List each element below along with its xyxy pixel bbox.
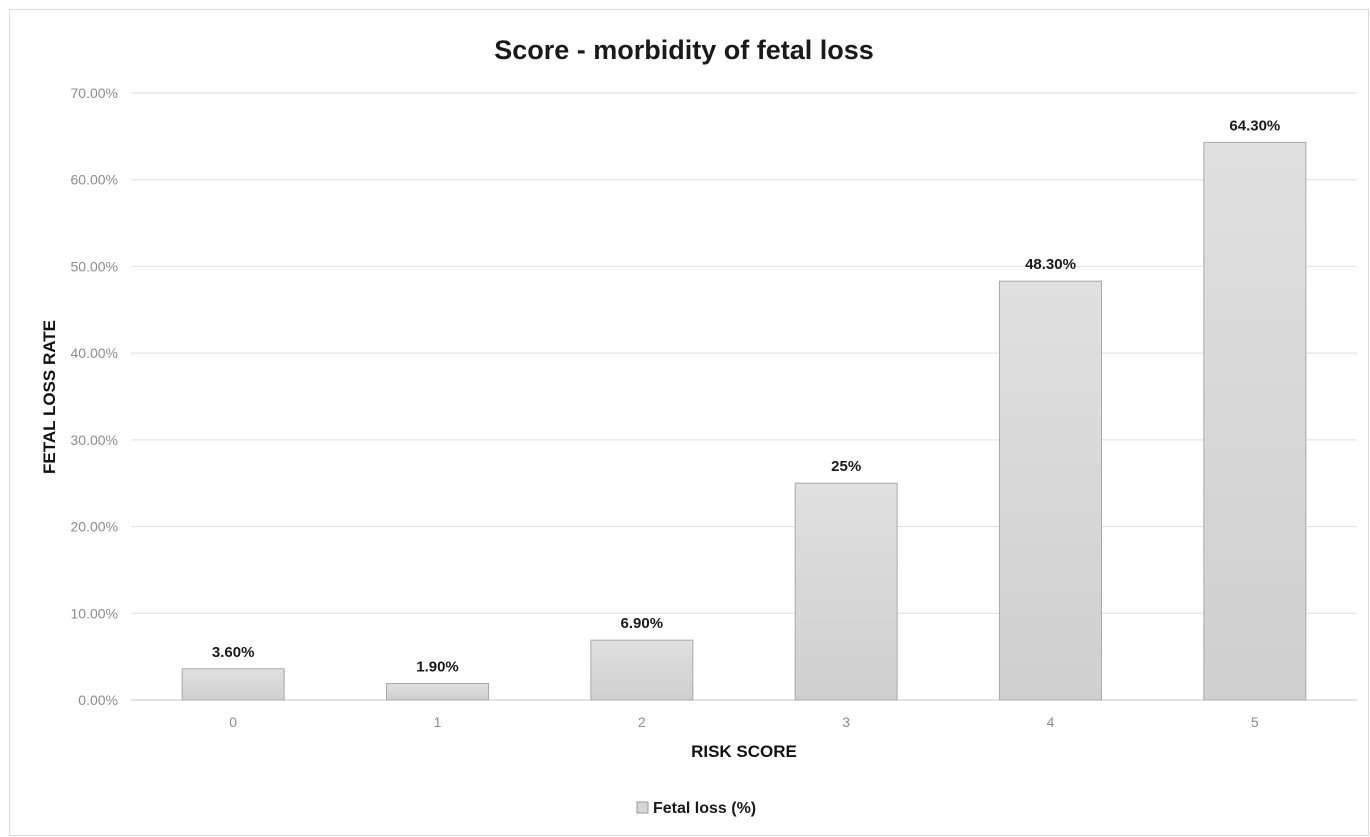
data-label-0: 3.60% bbox=[212, 644, 255, 661]
data-label-4: 48.30% bbox=[1025, 256, 1076, 273]
bar-3 bbox=[794, 482, 898, 701]
y-tick-label: 40.00% bbox=[71, 345, 118, 361]
legend: Fetal loss (%) bbox=[636, 800, 756, 817]
chart-title: Score - morbidity of fetal loss bbox=[494, 35, 874, 65]
y-tick-label: 0.00% bbox=[78, 692, 118, 708]
legend-label: Fetal loss (%) bbox=[653, 800, 756, 817]
y-axis-ticks: 0.00% 10.00% 20.00% 30.00% 40.00% 50.00% 60.00… bbox=[71, 85, 118, 708]
data-labels: 3.60% 1.90% 6.90% 25% 48.30% 64.30% bbox=[212, 117, 1280, 675]
y-tick-label: 50.00% bbox=[71, 258, 118, 274]
x-axis-ticks: 0 1 2 3 4 5 bbox=[229, 714, 1259, 730]
y-tick-label: 20.00% bbox=[71, 519, 118, 535]
y-tick-label: 10.00% bbox=[71, 605, 118, 621]
data-label-2: 6.90% bbox=[621, 615, 664, 632]
x-tick-label-4: 4 bbox=[1047, 714, 1055, 730]
y-tick-label: 70.00% bbox=[71, 85, 118, 101]
bar-0 bbox=[181, 668, 285, 701]
bar-4 bbox=[999, 280, 1102, 701]
bar-5 bbox=[1203, 141, 1307, 701]
legend-swatch bbox=[636, 801, 649, 814]
y-tick-label: 60.00% bbox=[71, 172, 118, 188]
y-tick-label: 30.00% bbox=[71, 432, 118, 448]
data-label-1: 1.90% bbox=[416, 659, 459, 676]
x-tick-label-1: 1 bbox=[434, 714, 442, 730]
x-tick-label-2: 2 bbox=[638, 714, 646, 730]
data-label-3: 25% bbox=[831, 458, 861, 475]
data-label-5: 64.30% bbox=[1229, 117, 1280, 134]
x-tick-label-3: 3 bbox=[842, 714, 850, 730]
x-tick-label-5: 5 bbox=[1251, 714, 1259, 730]
x-tick-label-0: 0 bbox=[229, 714, 237, 730]
bar-2 bbox=[590, 639, 694, 701]
gridlines bbox=[131, 92, 1357, 701]
x-axis-label: RISK SCORE bbox=[691, 742, 797, 761]
bars bbox=[181, 141, 1307, 701]
bar-1 bbox=[386, 683, 489, 701]
y-axis-label: FETAL LOSS RATE bbox=[40, 320, 59, 474]
